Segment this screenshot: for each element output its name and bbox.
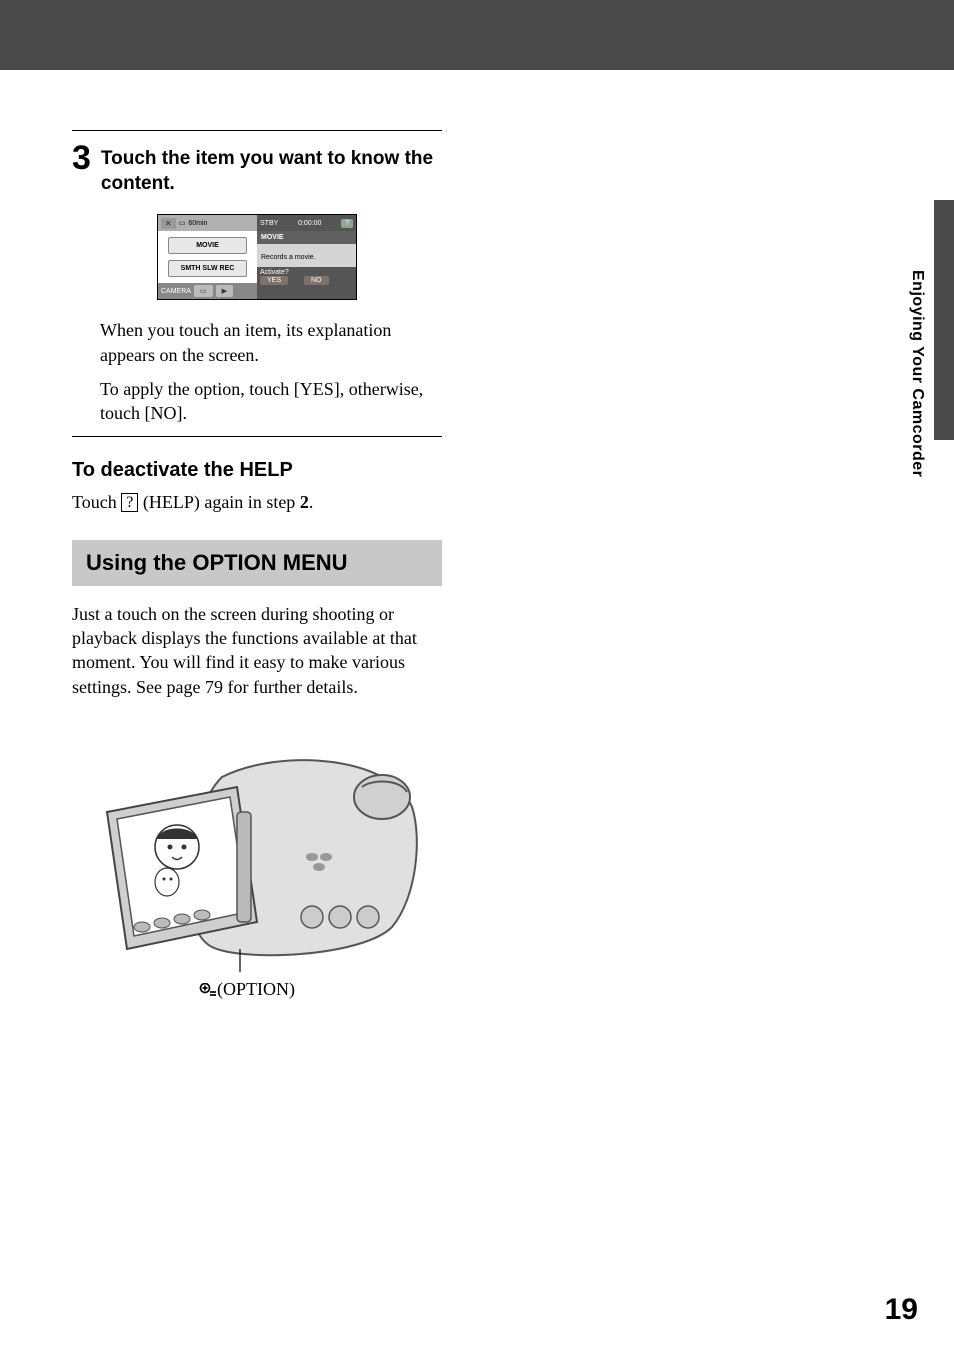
step-instruction: Touch the item you want to know the cont…	[101, 147, 442, 196]
camera-label: CAMERA	[161, 288, 191, 295]
stby-label: STBY	[260, 220, 278, 227]
lcd-right-panel: STBY 0:00:00 ? MOVIE Records a movie. Ac…	[257, 215, 356, 299]
explanation-paragraph-1: When you touch an item, its explanation …	[100, 318, 442, 367]
lcd-screenshot: ✕ ▭ 60min MOVIE SMTH SLW REC CAMERA ▭ ▶ …	[157, 214, 357, 300]
timecode: 0:00:00	[298, 220, 321, 227]
battery-icon: ▭	[179, 219, 186, 227]
lcd-help-title: MOVIE	[257, 231, 356, 244]
deactivate-heading: To deactivate the HELP	[72, 459, 442, 482]
yes-no-row: YES NO	[260, 276, 353, 285]
text: (HELP) again in step	[143, 492, 300, 512]
lcd-right-footer: Activate? YES NO	[257, 267, 356, 287]
lcd-left-footer: CAMERA ▭ ▶	[158, 283, 257, 299]
header-bar	[0, 0, 954, 70]
option-caption: (OPTION)	[52, 979, 442, 1000]
section-heading-bar: Using the OPTION MENU	[72, 540, 442, 586]
yes-button: YES	[260, 276, 288, 285]
page-number: 19	[885, 1293, 918, 1327]
lcd-right-topbar: STBY 0:00:00 ?	[257, 215, 356, 231]
explanation-paragraph-2: To apply the option, touch [YES], otherw…	[100, 377, 442, 426]
help-icon: ?	[341, 219, 353, 228]
activate-label: Activate?	[260, 269, 353, 276]
deactivate-text: Touch ? (HELP) again in step 2.	[72, 490, 442, 514]
text: Touch	[72, 492, 121, 512]
help-icon-inline: ?	[121, 493, 138, 513]
lcd-left-panel: ✕ ▭ 60min MOVIE SMTH SLW REC CAMERA ▭ ▶	[158, 215, 257, 299]
side-chapter-label: Enjoying Your Camcorder	[908, 270, 926, 477]
divider	[72, 436, 442, 437]
smth-slw-rec-button: SMTH SLW REC	[168, 260, 247, 277]
battery-time: 60min	[188, 220, 207, 227]
side-thumb-tab	[934, 200, 954, 440]
option-caption-text: (OPTION)	[217, 979, 295, 999]
main-content-column: 3 Touch the item you want to know the co…	[72, 130, 442, 1000]
footer-icon-b: ▶	[216, 285, 233, 297]
divider	[72, 130, 442, 131]
lcd-left-topbar: ✕ ▭ 60min	[158, 215, 257, 231]
footer-icon-a: ▭	[194, 285, 213, 297]
step-ref: 2	[300, 492, 309, 512]
text: .	[309, 492, 314, 512]
movie-button: MOVIE	[168, 237, 247, 254]
step-number: 3	[72, 141, 91, 175]
close-icon: ✕	[161, 218, 176, 229]
option-icon	[199, 983, 217, 997]
step-row: 3 Touch the item you want to know the co…	[72, 141, 442, 196]
option-menu-paragraph: Just a touch on the screen during shooti…	[72, 602, 442, 699]
lcd-help-description: Records a movie.	[257, 244, 356, 267]
camcorder-illustration	[82, 717, 422, 977]
no-button: NO	[304, 276, 329, 285]
